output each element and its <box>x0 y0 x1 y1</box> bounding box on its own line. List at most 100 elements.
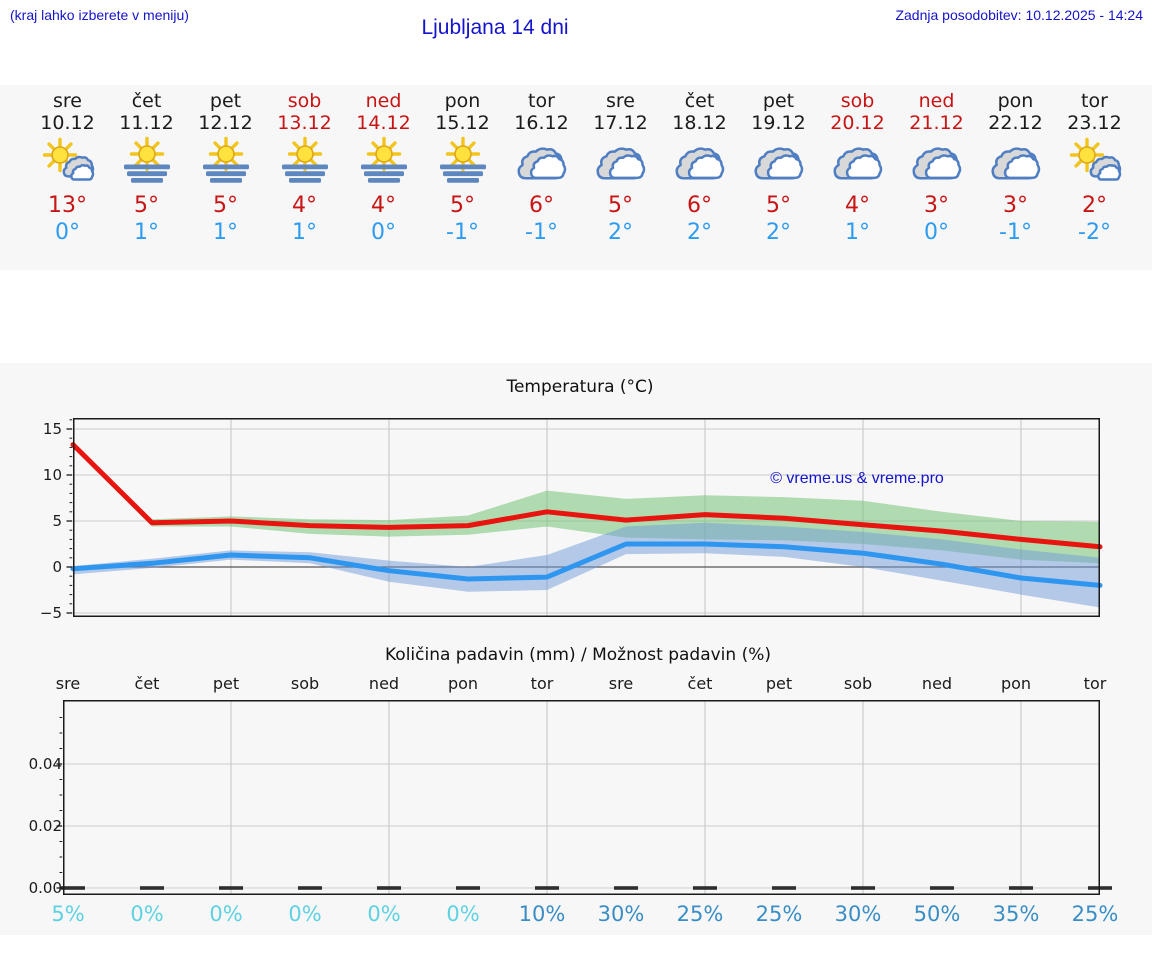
day-icon-box <box>830 139 886 185</box>
precipitation-probability: 35% <box>992 902 1040 926</box>
day-name: tor <box>1081 90 1108 112</box>
precipitation-probability: 25% <box>1071 902 1119 926</box>
high-temperature: 5° <box>766 193 791 218</box>
location-menu-note: (kraj lahko izberete v meniju) <box>10 7 189 23</box>
day-column: ned 21.12 3° 0° <box>897 90 976 246</box>
precipitation-tick-label: 0.04 <box>28 755 62 773</box>
day-name: čet <box>131 90 162 112</box>
last-update-text: Zadnja posodobitev: 10.12.2025 - 14:24 <box>895 7 1143 23</box>
precipitation-tick-label: 0.00 <box>28 879 62 897</box>
watermark-link[interactable]: © vreme.us & vreme.pro <box>770 470 944 487</box>
sun-cloud-icon <box>42 137 96 185</box>
precipitation-day-label: čet <box>134 674 160 693</box>
precipitation-probability: 30% <box>834 902 882 926</box>
min range-band <box>73 522 1100 608</box>
day-column: pon 15.12 5° -1° <box>423 90 502 246</box>
low-temperature: -1° <box>525 220 558 245</box>
precipitation-probability: 30% <box>597 902 645 926</box>
temperature-tick-label: 0 <box>52 558 62 576</box>
precipitation-day-label: sre <box>608 674 634 693</box>
day-column: tor 16.12 6° -1° <box>502 90 581 246</box>
precipitation-bar <box>61 886 85 890</box>
day-icon-box <box>751 139 807 185</box>
day-icon-box <box>119 136 175 185</box>
precipitation-day-label: sob <box>843 674 873 693</box>
precipitation-probability: 0% <box>367 902 401 926</box>
day-date: 18.12 <box>672 112 727 134</box>
temperature-tick-label: 10 <box>42 466 62 484</box>
precipitation-day-label: pet <box>765 674 793 693</box>
day-column: sre 10.12 13° 0° <box>28 90 107 246</box>
precipitation-day-label: ned <box>368 674 400 693</box>
precipitation-bar <box>219 886 243 890</box>
precipitation-bar <box>535 886 559 890</box>
min temperature-line <box>70 541 1103 588</box>
precipitation-probability: 25% <box>755 902 803 926</box>
precipitation-day-label: čet <box>687 674 713 693</box>
temperature-chart-title: Temperatura (°C) <box>506 377 654 397</box>
precipitation-probability: 0% <box>209 902 243 926</box>
sun-fog-icon <box>439 136 486 183</box>
low-temperature: 1° <box>845 220 870 245</box>
day-icon-box <box>909 139 965 185</box>
day-column: pet 12.12 5° 1° <box>186 90 265 246</box>
day-icon-box <box>593 139 649 185</box>
temperature-tick-label: −5 <box>39 604 62 622</box>
precipitation-probability: 25% <box>676 902 724 926</box>
high-temperature: 4° <box>371 193 396 218</box>
precipitation-bar <box>851 886 875 890</box>
low-temperature: -2° <box>1078 220 1111 245</box>
day-date: 15.12 <box>435 112 490 134</box>
precipitation-bar <box>140 886 164 890</box>
cloudy-icon <box>830 139 886 185</box>
page-title: Ljubljana 14 dni <box>421 16 569 39</box>
precipitation-probability: 0% <box>288 902 322 926</box>
day-icon-box <box>1067 137 1123 185</box>
day-name: sre <box>53 90 82 112</box>
sun-fog-icon <box>202 136 249 183</box>
temperature-tick-label: 5 <box>52 512 62 530</box>
day-name: sre <box>606 90 635 112</box>
cloudy-icon <box>988 139 1044 185</box>
low-temperature: -1° <box>999 220 1032 245</box>
day-icon-box <box>514 139 570 185</box>
day-date: 10.12 <box>40 112 95 134</box>
day-date: 19.12 <box>751 112 806 134</box>
day-name: sob <box>287 90 322 112</box>
day-icon-box <box>672 139 728 185</box>
precipitation-probability: 0% <box>130 902 164 926</box>
day-date: 20.12 <box>830 112 885 134</box>
high-temperature: 5° <box>134 193 159 218</box>
precipitation-bar <box>930 886 954 890</box>
day-name: pon <box>997 90 1034 112</box>
day-column: sob 20.12 4° 1° <box>818 90 897 246</box>
precipitation-day-label: tor <box>1083 674 1107 693</box>
day-column: sre 17.12 5° 2° <box>581 90 660 246</box>
low-temperature: 2° <box>766 220 791 245</box>
high-temperature: 3° <box>1003 193 1028 218</box>
precipitation-bar <box>772 886 796 890</box>
sun-fog-icon <box>360 136 407 183</box>
precipitation-bar <box>298 886 322 890</box>
high-temperature: 4° <box>292 193 317 218</box>
low-temperature: 1° <box>292 220 317 245</box>
day-column: sob 13.12 4° 1° <box>265 90 344 246</box>
precipitation-day-label: ned <box>921 674 953 693</box>
precipitation-bar <box>456 886 480 890</box>
day-column: čet 18.12 6° 2° <box>660 90 739 246</box>
high-temperature: 5° <box>213 193 238 218</box>
low-temperature: 1° <box>213 220 238 245</box>
high-temperature: 5° <box>450 193 475 218</box>
day-name: čet <box>684 90 715 112</box>
charts-section: Temperatura (°C) 15 10 5 0 −5 © vreme.us & v… <box>0 363 1152 935</box>
precipitation-bar <box>1009 886 1033 890</box>
low-temperature: 2° <box>687 220 712 245</box>
high-temperature: 5° <box>608 193 633 218</box>
day-date: 12.12 <box>198 112 253 134</box>
low-temperature: 2° <box>608 220 633 245</box>
day-name: ned <box>918 90 955 112</box>
day-name: pet <box>209 90 242 112</box>
low-temperature: 0° <box>371 220 396 245</box>
precipitation-day-label: pon <box>447 674 479 693</box>
